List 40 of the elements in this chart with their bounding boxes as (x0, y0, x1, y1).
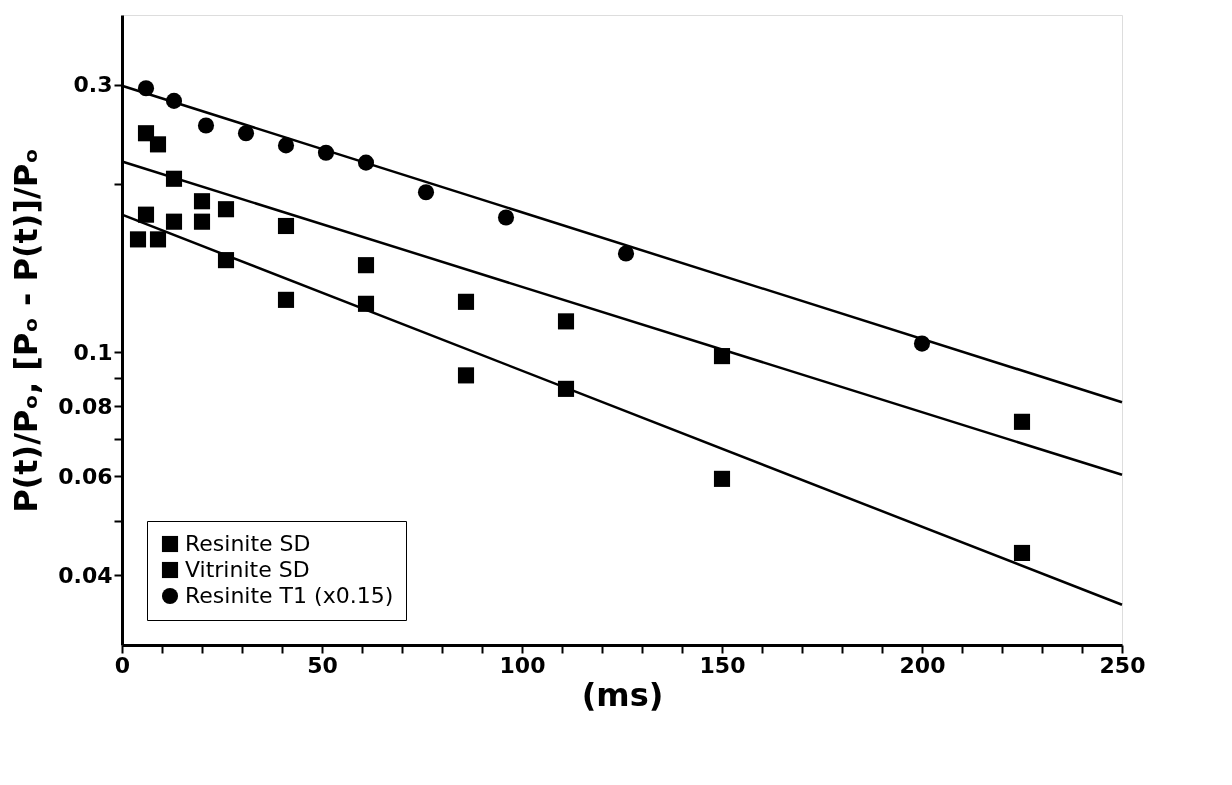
point (713, 470, 731, 487)
legend-label: Resinite SD (185, 531, 311, 556)
y-tick-label: 0.06 (58, 463, 113, 489)
x-tick-label: 100 (499, 652, 546, 678)
y-tick-label: 0.08 (58, 393, 113, 419)
point (1013, 413, 1031, 430)
point (193, 213, 211, 230)
point (617, 245, 635, 262)
point (217, 201, 235, 218)
point (137, 206, 155, 223)
y-tick-label: 0.1 (73, 339, 113, 365)
point (457, 367, 475, 384)
point (277, 291, 295, 308)
point (129, 231, 147, 248)
point (1013, 544, 1031, 562)
x-tick-label: 50 (307, 652, 338, 678)
point (149, 136, 167, 153)
y-tick-label: 0.04 (58, 562, 113, 588)
point (193, 193, 211, 210)
point (417, 184, 435, 201)
point (557, 313, 575, 330)
y-tick-label: 0.3 (73, 72, 113, 98)
x-tick-label: 200 (899, 652, 946, 678)
legend-label: Resinite T1 (x0.15) (185, 583, 394, 608)
point (165, 213, 183, 230)
point (357, 257, 375, 274)
point (277, 137, 295, 154)
point (277, 217, 295, 235)
x-axis-title: (ms) (581, 675, 664, 714)
point (457, 293, 475, 310)
x-tick-label: 0 (114, 652, 131, 678)
x-tick-label: 150 (699, 652, 746, 678)
legend-label: Vitrinite SD (185, 557, 310, 582)
point (197, 117, 215, 134)
point (137, 125, 155, 142)
point (237, 125, 255, 142)
y-axis-title: P(t)/Pₒ, [Pₒ - P(t)]/Pₒ (7, 148, 46, 513)
point (149, 231, 167, 248)
x-tick-label: 250 (1099, 652, 1146, 678)
point (497, 209, 515, 226)
